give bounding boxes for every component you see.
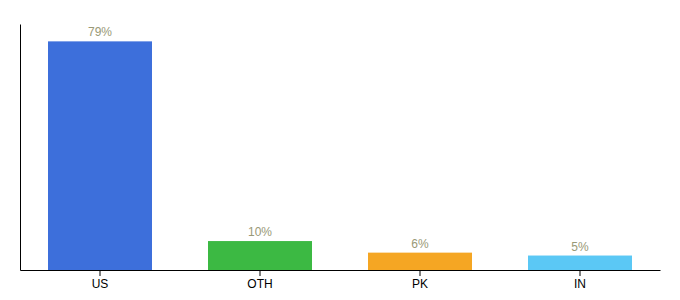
bar bbox=[208, 241, 312, 270]
x-axis: US OTH PK IN bbox=[21, 270, 661, 291]
x-axis-line bbox=[21, 270, 661, 271]
x-tick-mark bbox=[580, 270, 581, 276]
y-axis-line bbox=[20, 25, 21, 271]
data-label: 6% bbox=[411, 237, 429, 251]
x-tick-label: IN bbox=[574, 277, 586, 291]
y-axis bbox=[20, 25, 21, 271]
x-tick-label: US bbox=[92, 277, 109, 291]
data-label: 79% bbox=[88, 25, 112, 39]
x-tick-mark bbox=[260, 270, 261, 276]
bar bbox=[368, 253, 472, 270]
x-tick: IN bbox=[574, 270, 586, 291]
data-labels: 79% 10% 6% 5% bbox=[88, 25, 589, 253]
x-tick-mark bbox=[100, 270, 101, 276]
plot-area: US OTH PK IN 79% 10% 6% 5% bbox=[21, 25, 661, 291]
bar bbox=[48, 41, 152, 270]
data-label: 10% bbox=[248, 225, 272, 239]
bars bbox=[48, 41, 632, 270]
x-tick-label: PK bbox=[412, 277, 428, 291]
x-tick: OTH bbox=[247, 270, 272, 291]
x-tick: US bbox=[92, 270, 109, 291]
data-label: 5% bbox=[571, 240, 589, 254]
x-tick: PK bbox=[412, 270, 428, 291]
x-tick-label: OTH bbox=[247, 277, 272, 291]
chart-container: US OTH PK IN 79% 10% 6% 5% bbox=[0, 0, 680, 300]
bar bbox=[528, 256, 632, 270]
x-tick-mark bbox=[420, 270, 421, 276]
chart-svg: US OTH PK IN 79% 10% 6% 5% bbox=[0, 0, 680, 300]
